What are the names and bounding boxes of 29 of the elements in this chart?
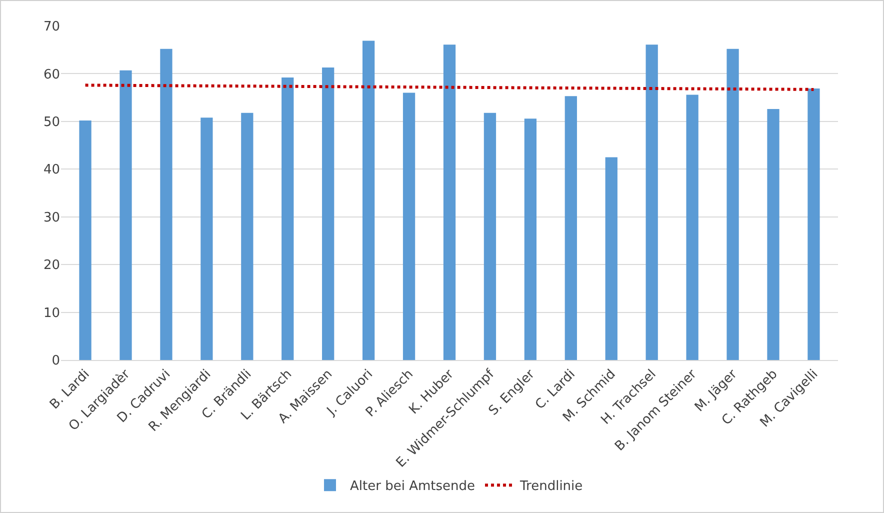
bar: [484, 112, 496, 360]
bar: [524, 118, 537, 360]
bar: [402, 92, 416, 360]
bar: [564, 96, 577, 360]
bar: [362, 40, 375, 360]
bar: [241, 112, 254, 360]
bar: [322, 68, 334, 360]
bar: [605, 157, 618, 360]
bar: [767, 109, 780, 360]
bar: [79, 120, 92, 360]
y-tick-label: 30: [43, 210, 60, 226]
bar: [160, 48, 172, 360]
bar: [646, 44, 658, 360]
bar: [808, 88, 820, 360]
bar: [120, 70, 132, 360]
y-tick-label: 50: [43, 114, 60, 130]
y-tick-label: 40: [43, 162, 60, 178]
bar: [282, 78, 294, 360]
legend-label: Alter bei Amtsende: [350, 479, 475, 494]
y-tick-label: 70: [43, 20, 60, 35]
bar: [200, 118, 213, 360]
y-tick-label: 60: [43, 67, 60, 82]
bar: [686, 94, 698, 360]
y-tick-label: 10: [43, 306, 60, 321]
y-tick-label: 20: [43, 258, 60, 274]
legend-label: Trendlinie: [519, 479, 583, 494]
bar: [443, 44, 456, 360]
bar: [726, 48, 739, 360]
y-tick-label: 0: [52, 354, 60, 369]
